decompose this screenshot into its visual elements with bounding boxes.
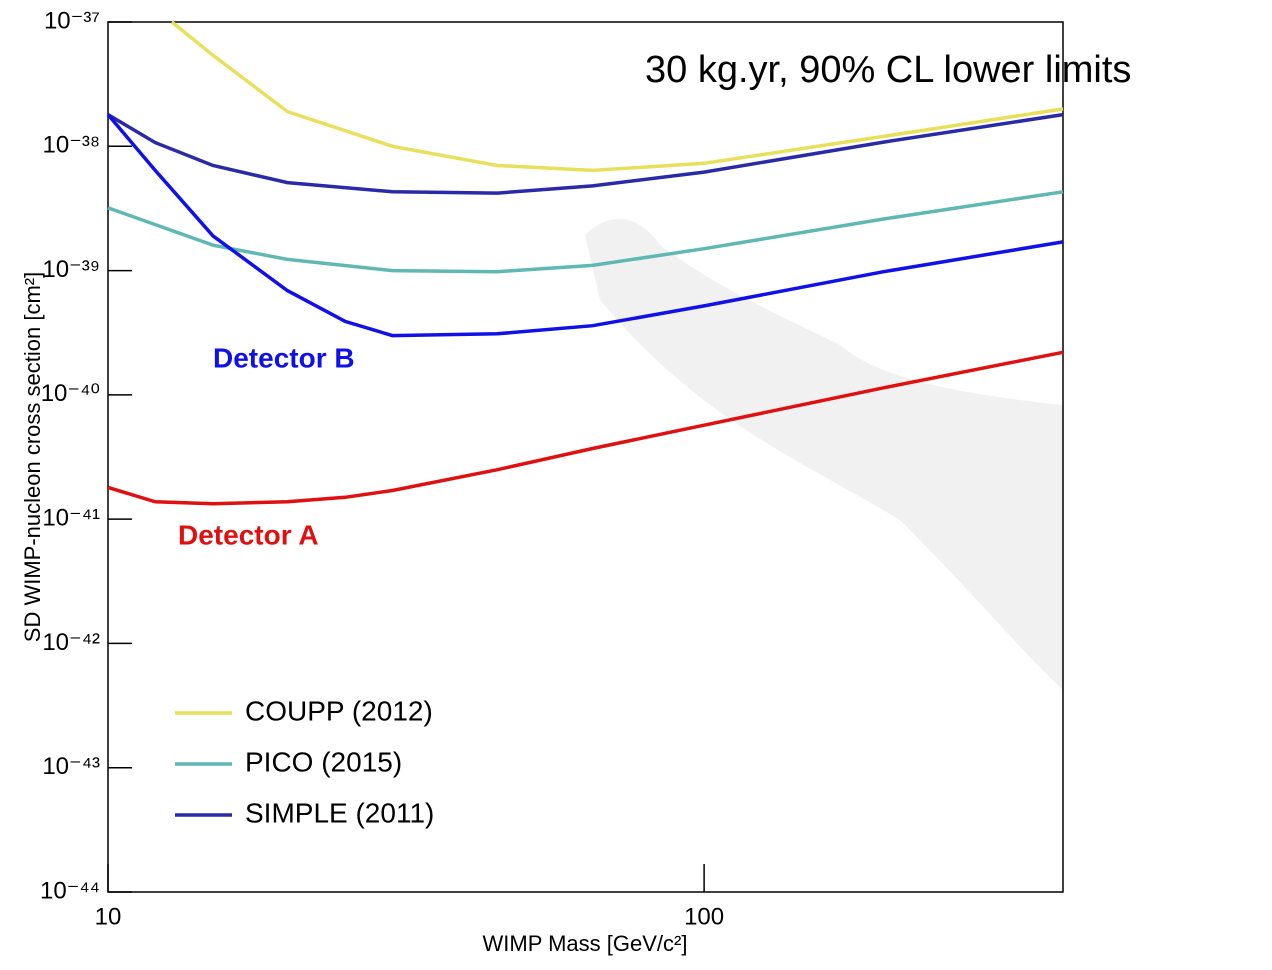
legend-label: SIMPLE (2011) (245, 797, 434, 828)
legend-label: COUPP (2012) (245, 695, 433, 726)
background-cloud (585, 218, 1063, 690)
series-line (170, 20, 1064, 173)
y-tick-label: 10⁻³⁷ (44, 7, 100, 34)
series-line (107, 190, 1064, 274)
y-axis-label: SD WIMP-nucleon cross section [cm²] (20, 272, 45, 642)
series-line (107, 350, 1064, 506)
y-tick-label: 10⁻³⁸ (43, 132, 100, 159)
x-tick-label: 100 (684, 903, 724, 930)
y-tick-label: 10⁻⁴⁴ (40, 877, 100, 904)
legend-label: PICO (2015) (245, 746, 402, 777)
y-tick-label: 10⁻⁴³ (42, 753, 100, 780)
annotation: 30 kg.yr, 90% CL lower limits (645, 49, 1131, 91)
x-tick-label: 10 (95, 903, 122, 930)
curve-label: Detector B (213, 342, 355, 373)
curve-label: Detector A (178, 519, 319, 550)
x-axis-label: WIMP Mass [GeV/c²] (483, 931, 688, 956)
series-line (107, 112, 1064, 195)
y-tick-label: 10⁻⁴¹ (42, 504, 100, 531)
plot-frame (107, 21, 1064, 893)
y-tick-label: 10⁻³⁹ (42, 256, 100, 283)
series-line (106, 113, 1064, 338)
y-tick-label: 10⁻⁴² (42, 629, 100, 656)
y-tick-label: 10⁻⁴⁰ (41, 380, 100, 407)
